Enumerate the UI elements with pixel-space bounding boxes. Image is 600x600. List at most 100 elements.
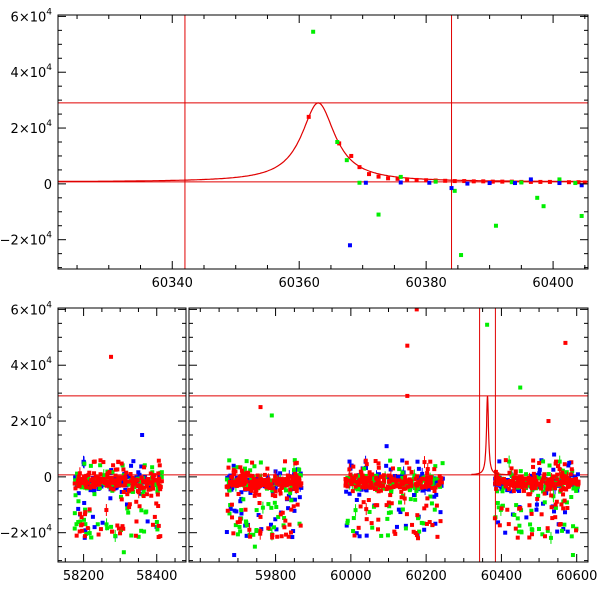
data-point [374, 473, 379, 478]
data-point [146, 487, 151, 492]
data-point [408, 497, 413, 502]
data-point [393, 531, 398, 536]
data-point [361, 500, 366, 505]
data-point [569, 495, 574, 500]
y-tick-exponent: 4 [46, 356, 52, 366]
data-point [497, 479, 502, 484]
data-point [345, 520, 350, 525]
y-tick-exponent: 4 [46, 524, 52, 534]
data-point [72, 481, 77, 486]
data-point [141, 494, 146, 499]
data-point [78, 511, 83, 516]
data-point [562, 487, 567, 492]
data-point [131, 489, 136, 494]
data-point [567, 477, 572, 482]
data-point [344, 477, 349, 482]
data-point [243, 487, 248, 492]
data-point [76, 506, 81, 511]
data-point [122, 477, 127, 482]
data-point [72, 511, 77, 516]
data-point [507, 478, 512, 483]
data-point [89, 484, 94, 489]
data-point [74, 533, 79, 538]
data-point [98, 463, 103, 468]
data-point [344, 489, 349, 494]
data-point [416, 466, 421, 471]
data-point [509, 489, 514, 494]
data-point [542, 491, 547, 496]
data-point [236, 491, 241, 496]
data-point [419, 520, 424, 525]
data-point [128, 472, 133, 477]
data-point [413, 497, 418, 502]
data-point [514, 481, 519, 486]
data-point [424, 178, 429, 183]
x-tick-label: 58400 [136, 569, 177, 584]
data-point [366, 498, 371, 503]
data-point [438, 484, 443, 489]
data-point [378, 484, 383, 489]
data-point [537, 476, 542, 481]
data-point [560, 479, 565, 484]
data-point [481, 179, 486, 184]
data-point [406, 480, 411, 485]
data-point [376, 461, 381, 466]
data-point [266, 526, 271, 531]
data-point [270, 532, 275, 537]
data-point [157, 474, 162, 479]
data-point [502, 480, 507, 485]
data-point [274, 505, 279, 510]
data-point [543, 484, 548, 489]
data-point [427, 180, 432, 185]
data-point [110, 470, 115, 475]
data-point [79, 523, 84, 528]
data-point [573, 181, 578, 186]
data-point [499, 506, 504, 511]
outlier-point [503, 530, 508, 535]
data-point [452, 179, 457, 184]
model-curve [58, 102, 588, 183]
data-point [400, 507, 405, 512]
data-point [283, 488, 288, 493]
data-point [566, 180, 571, 185]
data-point [259, 527, 264, 532]
data-point [84, 531, 89, 536]
data-point [126, 474, 131, 479]
data-point [266, 502, 271, 507]
data-point [494, 486, 499, 491]
data-point [394, 483, 399, 488]
data-point [235, 520, 240, 525]
data-point [239, 490, 244, 495]
data-point [261, 480, 266, 485]
data-point [359, 477, 364, 482]
data-point [143, 479, 148, 484]
data-point [536, 482, 541, 487]
data-point [143, 474, 148, 479]
data-point [493, 469, 498, 474]
y-tick-exponent: 4 [46, 7, 52, 17]
data-point [139, 475, 144, 480]
data-point [550, 516, 555, 521]
data-point [154, 501, 159, 506]
data-point [513, 469, 518, 474]
data-point [495, 489, 500, 494]
data-point [555, 464, 560, 469]
data-point [115, 523, 120, 528]
data-point [520, 482, 525, 487]
data-point [452, 188, 457, 193]
data-point [257, 500, 262, 505]
data-point [248, 534, 253, 539]
data-point [574, 477, 579, 482]
data-point [524, 515, 529, 520]
data-point [412, 493, 417, 498]
data-point [286, 534, 291, 539]
outlier-point [258, 405, 263, 410]
data-point [156, 504, 161, 509]
data-point [403, 526, 408, 531]
data-point [76, 520, 81, 525]
data-point [416, 536, 421, 541]
data-point [440, 461, 445, 466]
data-point [432, 488, 437, 493]
x-tick-label: 60360 [279, 276, 320, 291]
data-point [152, 473, 157, 478]
